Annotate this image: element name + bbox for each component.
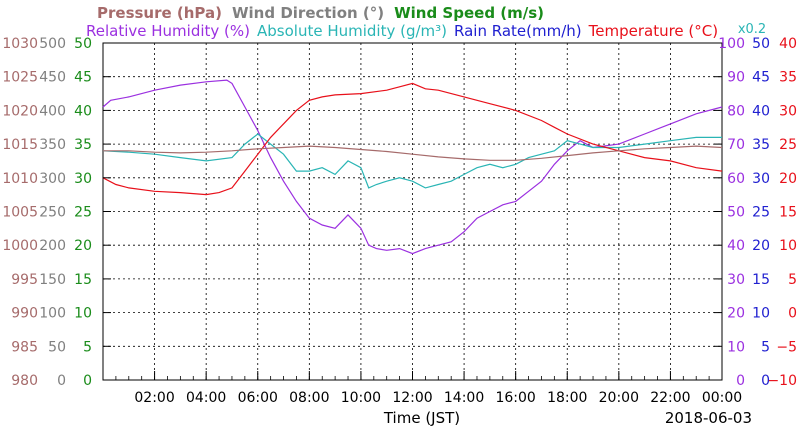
tick-label-temperature: 40 [779,36,797,52]
tick-label-pressure: 1010 [2,171,38,187]
tick-label-pressure: 990 [11,306,38,322]
tick-label-rain_rate: 30 [752,171,770,187]
right-axes: 1009080706050403020100504540353025201510… [714,36,797,389]
series-line [102,82,723,196]
legend-item: Wind Speed (m/s) [394,4,544,22]
tick-label-wind_direction: 350 [39,137,66,153]
tick-label-relative_humidity: 100 [718,36,745,52]
series-line [102,133,722,189]
x-axis: 02:00 04:00 06:00 08:00 10:00 12:00 14:00 16:00… [102,371,742,406]
x-axis-label: Time (JST) [383,409,460,427]
legend-item: Wind Direction (°) [232,4,384,22]
tick-label-rain_rate: 35 [752,137,770,153]
tick-label-temperature: −10 [767,373,797,389]
x-tick-label: 08:00 [289,390,329,406]
tick-label-temperature: 25 [779,137,797,153]
tick-label-pressure: 980 [11,373,38,389]
tick-label-temperature: 10 [779,238,797,254]
tick-label-temperature: 0 [788,306,797,322]
tick-label-rain_rate: 40 [752,103,770,119]
legend-item: Temperature (°C) [588,22,718,40]
x-tick-label: 16:00 [495,390,535,406]
x-tick-label: 18:00 [547,390,587,406]
tick-label-wind_direction: 0 [57,373,66,389]
tick-label-temperature: 15 [779,205,797,221]
tick-label-wind_speed: 35 [74,137,92,153]
tick-label-relative_humidity: 40 [727,238,745,254]
tick-label-rain_rate: 15 [752,272,770,288]
tick-label-wind_direction: 300 [39,171,66,187]
tick-label-wind_direction: 100 [39,306,66,322]
x-tick-label: 22:00 [650,390,690,406]
tick-label-wind_direction: 50 [48,339,66,355]
legend-item: Pressure (hPa) [97,4,222,22]
tick-label-pressure: 1015 [2,137,38,153]
tick-label-wind_speed: 5 [83,339,92,355]
legend-item: Rain Rate(mm/h) [454,22,582,40]
x-tick-label: 02:00 [134,390,174,406]
series-line [102,79,723,255]
tick-label-rain_rate: 45 [752,70,770,86]
tick-label-wind_direction: 200 [39,238,66,254]
tick-label-wind_speed: 15 [74,272,92,288]
tick-label-relative_humidity: 70 [727,137,745,153]
tick-label-wind_speed: 50 [74,36,92,52]
date-label: 2018-06-03 [665,409,752,427]
tick-label-relative_humidity: 20 [727,306,745,322]
legend: Pressure (hPa) Wind Direction (°) Wind Spe… [86,4,766,40]
tick-label-relative_humidity: 90 [727,70,745,86]
series-line [103,145,723,161]
tick-label-temperature: 35 [779,70,797,86]
legend-item: Absolute Humidity (g/m³) [257,22,447,40]
tick-label-temperature: 30 [779,103,797,119]
tick-label-rain_rate: 20 [752,238,770,254]
tick-label-wind_speed: 20 [74,238,92,254]
tick-label-rain_rate: 10 [752,306,770,322]
x-tick-label: 10:00 [341,390,381,406]
tick-label-relative_humidity: 80 [727,103,745,119]
tick-label-pressure: 985 [11,339,38,355]
tick-label-pressure: 1000 [2,238,38,254]
tick-label-wind_direction: 250 [39,205,66,221]
series-lines [102,79,723,255]
tick-label-relative_humidity: 0 [736,373,745,389]
tick-label-wind_direction: 150 [39,272,66,288]
tick-label-rain_rate: 5 [761,339,770,355]
tick-label-wind_speed: 10 [74,306,92,322]
tick-label-wind_speed: 40 [74,103,92,119]
tick-label-wind_speed: 30 [74,171,92,187]
tick-label-wind_speed: 45 [74,70,92,86]
left-axes: 1030102510201015101010051000995990985980… [2,36,111,389]
tick-label-relative_humidity: 50 [727,205,745,221]
grid [103,43,722,380]
x-tick-label: 12:00 [392,390,432,406]
x-tick-label: 06:00 [238,390,278,406]
tick-label-wind_direction: 500 [39,36,66,52]
legend-item: Relative Humidity (%) [86,22,250,40]
tick-label-relative_humidity: 60 [727,171,745,187]
tick-label-relative_humidity: 10 [727,339,745,355]
x-tick-label: 14:00 [444,390,484,406]
tick-label-wind_speed: 25 [74,205,92,221]
tick-label-rain_rate: 0 [761,373,770,389]
tick-label-wind_speed: 0 [83,373,92,389]
tick-label-pressure: 1030 [2,36,38,52]
tick-label-rain_rate: 25 [752,205,770,221]
x-tick-label: 04:00 [186,390,226,406]
tick-label-rain_rate: 50 [752,36,770,52]
scale-label: x0.2 [738,22,766,37]
x-tick-label: 00:00 [702,390,742,406]
tick-label-pressure: 1005 [2,205,38,221]
tick-label-pressure: 1020 [2,103,38,119]
tick-label-temperature: 5 [788,272,797,288]
tick-label-wind_direction: 450 [39,70,66,86]
tick-label-pressure: 995 [11,272,38,288]
tick-label-temperature: 20 [779,171,797,187]
x-tick-label: 20:00 [599,390,639,406]
tick-label-pressure: 1025 [2,70,38,86]
tick-label-temperature: −5 [776,339,797,355]
tick-label-wind_direction: 400 [39,103,66,119]
tick-label-relative_humidity: 30 [727,272,745,288]
